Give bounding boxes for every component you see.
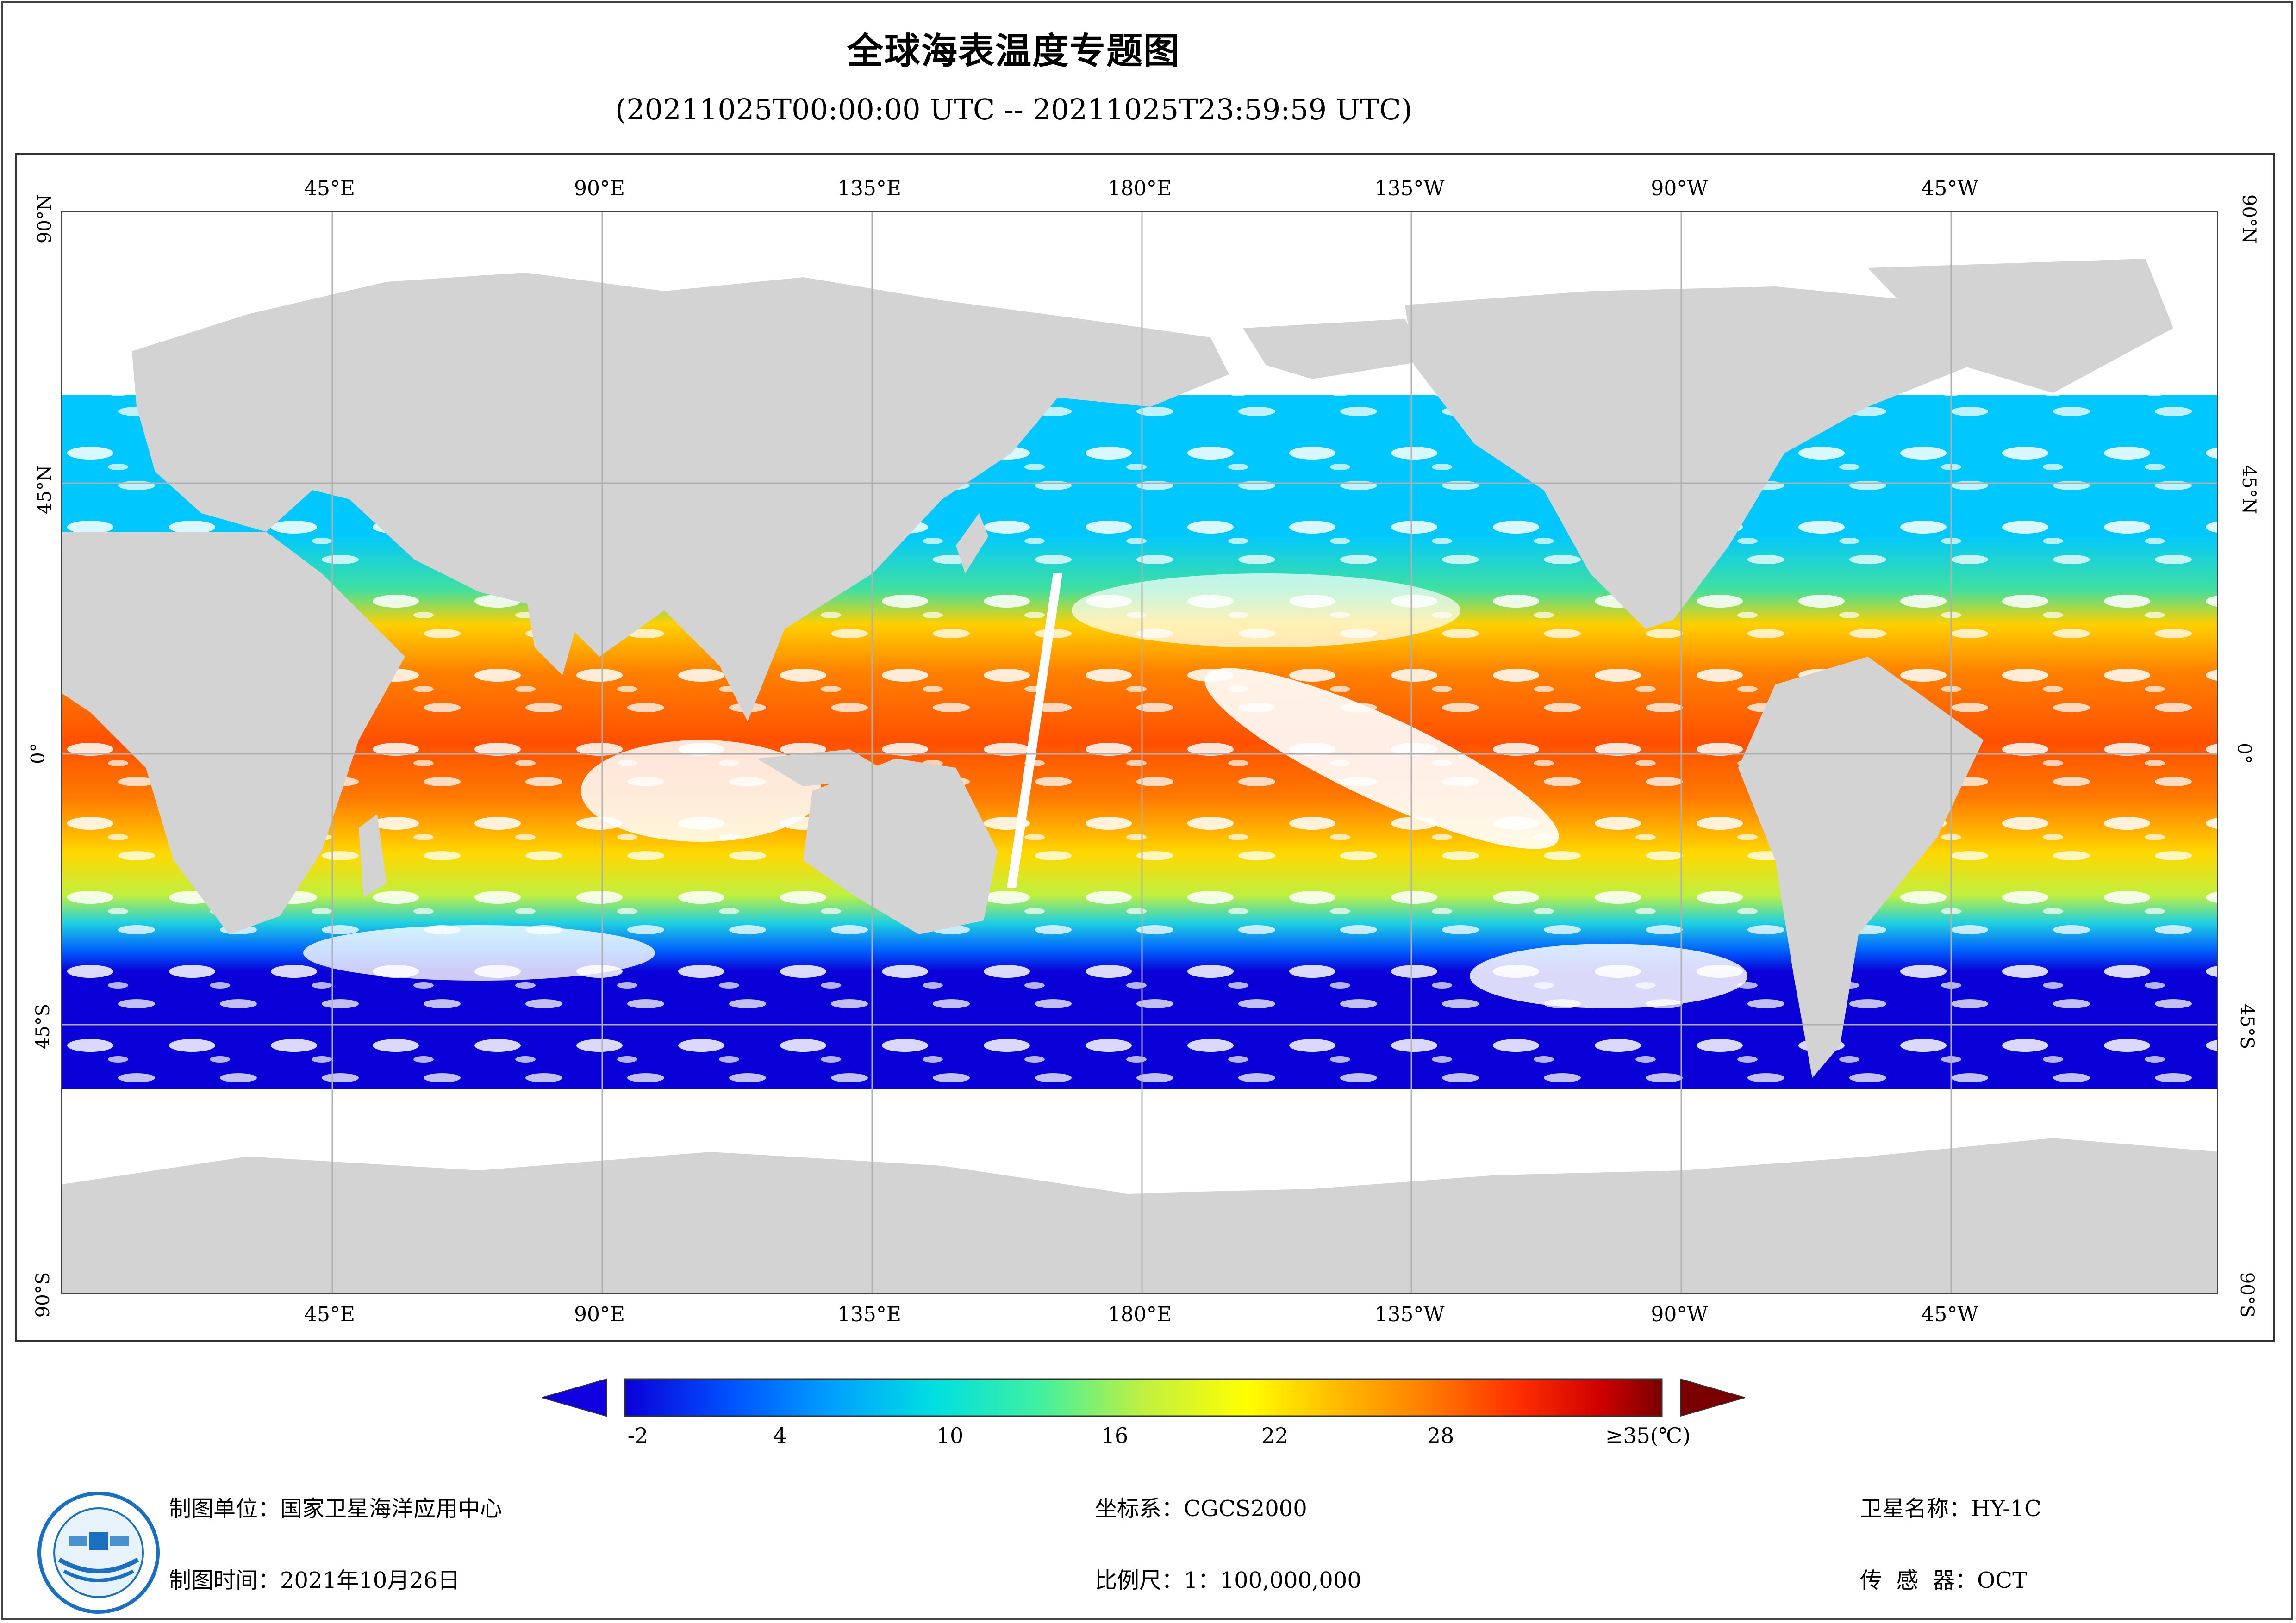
colorbar-tick: 16 xyxy=(1101,1423,1129,1448)
lat-label: 90°S xyxy=(32,1272,54,1318)
logo-icon xyxy=(37,1492,160,1614)
lon-label: 45°W xyxy=(1921,1303,1978,1326)
colorbar-max-arrow xyxy=(1680,1378,1747,1417)
map-scale: 比例尺：1：100,000,000 xyxy=(1095,1567,1361,1593)
lon-label: 90°E xyxy=(574,177,625,200)
lon-label: 45°E xyxy=(304,177,356,200)
land-south-america xyxy=(1738,657,1984,1078)
lon-label: 45°E xyxy=(304,1303,356,1326)
lon-label: 135°E xyxy=(837,1303,902,1326)
map-producer: 制图单位：国家卫星海洋应用中心 xyxy=(169,1496,503,1522)
lon-label: 180°E xyxy=(1107,1303,1172,1326)
sensor-name: 传 感 器：OCT xyxy=(1860,1567,2028,1593)
sst-map xyxy=(61,211,2218,1294)
land-greenland xyxy=(1868,259,2173,393)
lon-label: 90°E xyxy=(574,1303,625,1326)
coordinate-system: 坐标系：CGCS2000 xyxy=(1095,1496,1307,1522)
land xyxy=(62,259,2217,1293)
cloud-band xyxy=(1072,573,1460,647)
land-africa xyxy=(62,532,405,934)
lat-label: 45°N xyxy=(34,465,56,514)
land-india xyxy=(525,592,581,675)
map-frame xyxy=(15,153,2275,1342)
nsoas-logo xyxy=(36,1490,161,1615)
colorbar-tick: ≥35(℃) xyxy=(1605,1423,1691,1448)
graticule xyxy=(62,212,2217,1293)
lon-label: 135°E xyxy=(837,177,902,200)
colorbar-tick: 10 xyxy=(936,1423,964,1448)
land-alaska xyxy=(1243,319,1428,379)
satellite-name: 卫星名称：HY-1C xyxy=(1860,1496,2041,1522)
lat-label: 90°N xyxy=(2238,194,2259,243)
colorbar-tick: 22 xyxy=(1261,1423,1289,1448)
land-eurasia xyxy=(132,273,1229,721)
lat-label: 45°S xyxy=(2236,1003,2258,1050)
colorbar xyxy=(540,1377,1747,1418)
colorbar-svg xyxy=(540,1378,1747,1417)
land-madagascar xyxy=(359,814,387,897)
map-date: 制图时间：2021年10月26日 xyxy=(169,1567,460,1593)
map-subtitle: (20211025T00:00:00 UTC -- 20211025T23:59… xyxy=(615,93,1412,126)
colorbar-tick: 28 xyxy=(1427,1423,1454,1448)
land-japan xyxy=(956,513,988,573)
lon-label: 180°E xyxy=(1107,177,1172,200)
cloud-band xyxy=(581,740,822,842)
lat-label: 90°S xyxy=(2236,1272,2258,1318)
colorbar-tick: 4 xyxy=(773,1423,787,1448)
lat-label: 45°N xyxy=(2238,465,2259,514)
map-title: 全球海表温度专题图 xyxy=(847,31,1180,72)
land-north-america xyxy=(1405,286,1984,629)
lon-label: 135°W xyxy=(1374,1303,1445,1326)
colorbar-body xyxy=(624,1378,1663,1417)
lat-label: 45°S xyxy=(32,1003,54,1050)
sst-map-svg xyxy=(62,212,2217,1293)
cloud-band xyxy=(1470,944,1747,1008)
colorbar-tick: -2 xyxy=(627,1423,649,1448)
lat-label: 0° xyxy=(2233,743,2255,764)
colorbar-min-arrow xyxy=(540,1378,607,1417)
lon-label: 90°W xyxy=(1651,1303,1708,1326)
lon-label: 90°W xyxy=(1651,177,1708,200)
lon-label: 135°W xyxy=(1374,177,1445,200)
lon-label: 45°W xyxy=(1921,177,1978,200)
lat-label: 90°N xyxy=(34,194,56,243)
land-indonesia xyxy=(757,749,896,786)
cloud-band xyxy=(1204,668,1559,849)
cloud-band xyxy=(303,925,655,981)
lat-label: 0° xyxy=(27,743,49,764)
land-antarctica xyxy=(62,1138,2217,1293)
land-australia xyxy=(803,759,998,934)
swath-gap xyxy=(1007,573,1062,888)
